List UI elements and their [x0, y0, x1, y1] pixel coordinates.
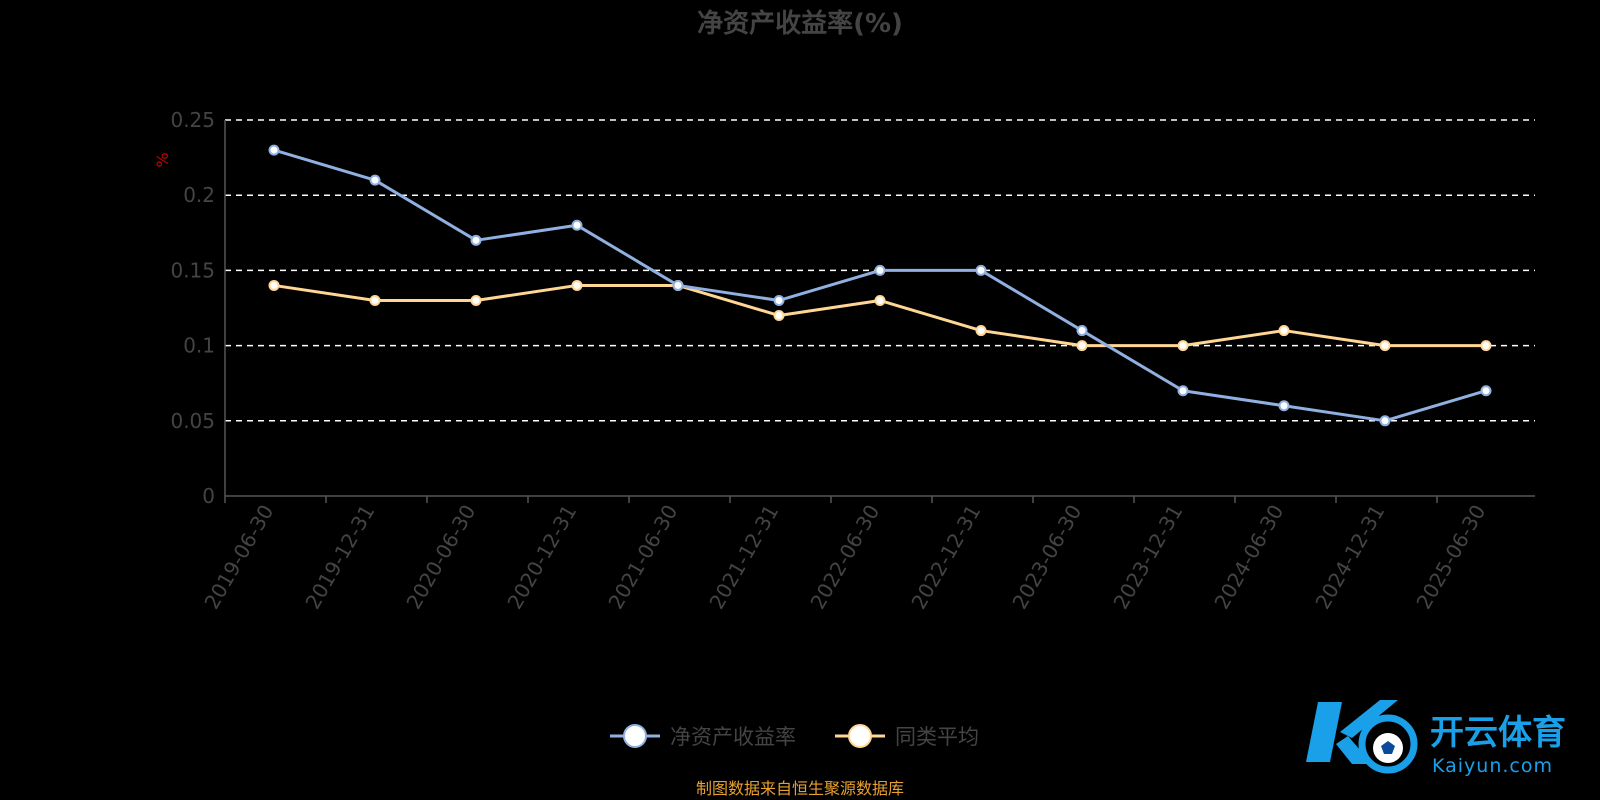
- x-tick-label-6: 2022-06-30: [805, 501, 884, 614]
- x-tick-label-8: 2023-06-30: [1007, 501, 1086, 614]
- legend-marker-peer-average: [848, 724, 872, 748]
- brand-url: Kaiyun.com: [1432, 755, 1553, 777]
- legend-marker-roe: [623, 724, 647, 748]
- x-tick-label-1: 2019-12-31: [300, 501, 379, 614]
- x-tick-label-12: 2025-06-30: [1411, 501, 1490, 614]
- x-tick-label-9: 2023-12-31: [1108, 501, 1187, 614]
- y-tick-label-3: 0.15: [170, 258, 215, 282]
- legend-item-roe[interactable]: 净资产收益率: [610, 724, 796, 749]
- series-1-point-7[interactable]: [975, 325, 987, 337]
- legend-item-peer-average[interactable]: 同类平均: [835, 724, 979, 749]
- series-0-point-7[interactable]: [975, 264, 987, 276]
- series-1-point-12[interactable]: [1480, 340, 1492, 352]
- x-tick-label-2: 2020-06-30: [401, 501, 480, 614]
- legend: 净资产收益率 同类平均: [610, 724, 979, 749]
- x-tick-label-7: 2022-12-31: [906, 501, 985, 614]
- series-1-point-11[interactable]: [1379, 340, 1391, 352]
- y-tick-label-5: 0.25: [170, 108, 215, 132]
- series-line-0: [273, 148, 1487, 423]
- series-0-point-5[interactable]: [773, 294, 785, 306]
- series-1-point-9[interactable]: [1177, 340, 1189, 352]
- series-1-point-1[interactable]: [369, 294, 381, 306]
- x-tick-label-11: 2024-12-31: [1310, 501, 1389, 614]
- y-tick-label-4: 0.2: [183, 183, 215, 207]
- series-1-point-3[interactable]: [571, 279, 583, 291]
- y-axis-ticks: 0 0.05 0.1 0.15 0.2 0.25: [170, 108, 215, 508]
- y-tick-label-1: 0.05: [170, 409, 215, 433]
- x-tick-label-10: 2024-06-30: [1209, 501, 1288, 614]
- x-tick-label-0: 2019-06-30: [199, 501, 278, 614]
- x-tick-label-3: 2020-12-31: [502, 501, 581, 614]
- brand-watermark: 开云体育 Kaiyun.com: [1306, 700, 1566, 777]
- x-tick-label-5: 2021-12-31: [704, 501, 783, 614]
- series-1-point-0[interactable]: [268, 279, 280, 291]
- y-axis-unit: %: [153, 152, 172, 167]
- y-tick-label-2: 0.1: [183, 334, 215, 358]
- series-0-point-2[interactable]: [470, 234, 482, 246]
- series-lines: [268, 144, 1492, 427]
- brand-name: 开云体育: [1430, 713, 1566, 753]
- series-0-point-12[interactable]: [1480, 385, 1492, 397]
- series-0-point-3[interactable]: [571, 219, 583, 231]
- series-0-point-6[interactable]: [874, 264, 886, 276]
- series-0-point-10[interactable]: [1278, 400, 1290, 412]
- axes: [224, 120, 1535, 497]
- legend-label-roe: 净资产收益率: [670, 725, 796, 749]
- kaiyun-soccer-logo-icon: [1306, 700, 1418, 774]
- series-0-point-1[interactable]: [369, 174, 381, 186]
- data-source-note: 制图数据来自恒生聚源数据库: [696, 779, 904, 798]
- series-1-point-8[interactable]: [1076, 340, 1088, 352]
- series-line-1: [273, 283, 1486, 348]
- series-0-point-9[interactable]: [1177, 385, 1189, 397]
- series-0-point-4[interactable]: [672, 279, 684, 291]
- series-0-point-11[interactable]: [1379, 415, 1391, 427]
- series-1-point-10[interactable]: [1278, 325, 1290, 337]
- series-0-point-0[interactable]: [268, 144, 280, 156]
- chart-title: 净资产收益率(%): [697, 8, 903, 39]
- series-1-point-5[interactable]: [773, 310, 785, 322]
- series-1-point-6[interactable]: [874, 294, 886, 306]
- y-tick-label-0: 0: [202, 484, 215, 508]
- series-1-point-2[interactable]: [470, 294, 482, 306]
- x-tick-label-4: 2021-06-30: [603, 501, 682, 614]
- legend-label-peer-average: 同类平均: [895, 725, 979, 749]
- series-0-point-8[interactable]: [1076, 325, 1088, 337]
- x-axis-ticks: 2019-06-30 2019-12-31 2020-06-30 2020-12-31…: [199, 496, 1490, 613]
